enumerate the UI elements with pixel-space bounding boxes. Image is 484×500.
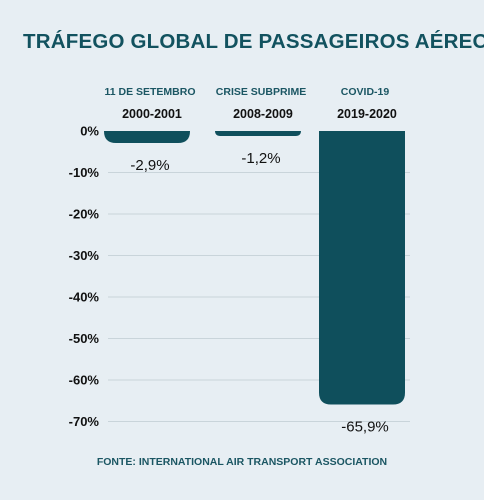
bar-value-label: -2,9% [130, 157, 169, 174]
bar [215, 131, 301, 136]
event-label: CRISE SUBPRIME [216, 86, 306, 98]
y-tick-label: -60% [69, 373, 100, 388]
chart-title: TRÁFEGO GLOBAL DE PASSAGEIROS AÉREOS [23, 30, 484, 53]
bar-value-label: -65,9% [341, 418, 389, 435]
bar [319, 131, 405, 405]
y-tick-label: -70% [69, 414, 100, 429]
y-tick-label: -50% [69, 331, 100, 346]
event-label: 11 DE SETEMBRO [104, 86, 195, 98]
y-tick-label: -10% [69, 165, 100, 180]
y-tick-label: -20% [69, 207, 100, 222]
bar-value-label: -1,2% [241, 150, 280, 167]
y-tick-label: -40% [69, 290, 100, 305]
x-category-label: 2000-2001 [122, 107, 182, 121]
x-category-label: 2008-2009 [233, 107, 293, 121]
x-category-label: 2019-2020 [337, 107, 397, 121]
event-label: COVID-19 [341, 86, 390, 98]
bar [104, 131, 190, 144]
y-tick-label: -30% [69, 248, 100, 263]
source-note: FONTE: INTERNATIONAL AIR TRANSPORT ASSOC… [96, 456, 388, 468]
y-tick-label: 0% [80, 124, 99, 139]
